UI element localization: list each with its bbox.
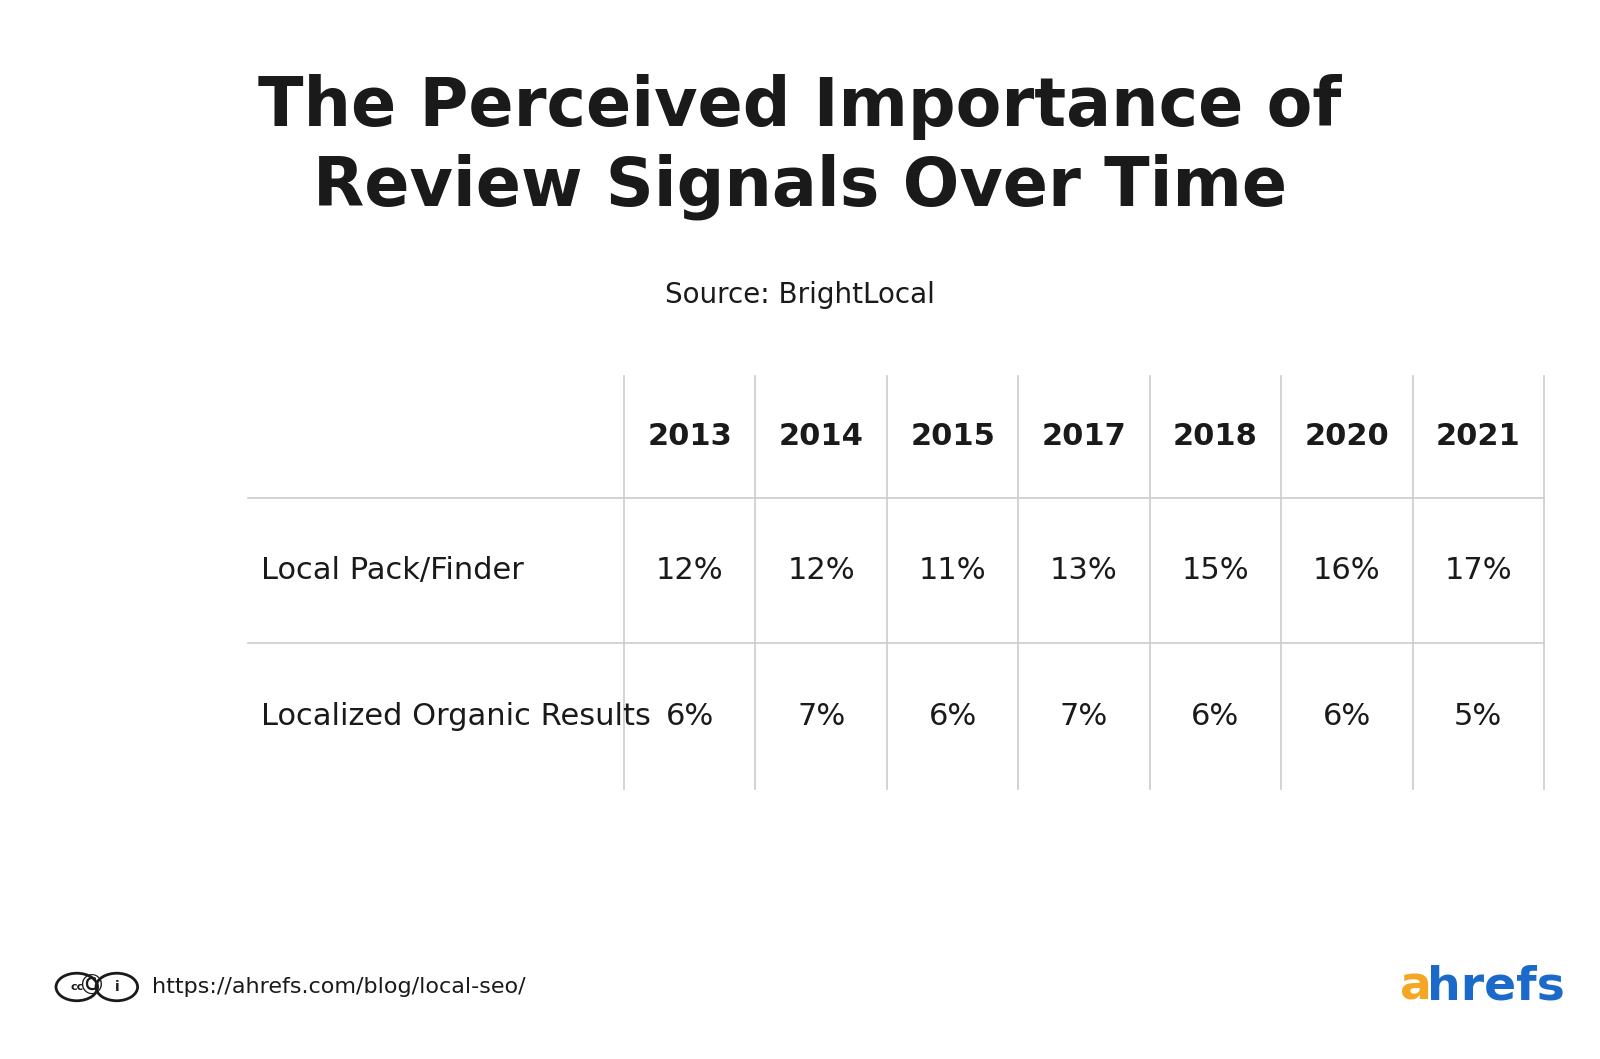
Text: hrefs: hrefs [1427, 965, 1565, 1009]
Text: 13%: 13% [1050, 556, 1118, 585]
Text: 16%: 16% [1314, 556, 1381, 585]
Text: 11%: 11% [918, 556, 986, 585]
Text: 7%: 7% [1059, 702, 1109, 731]
Text: Source: BrightLocal: Source: BrightLocal [666, 281, 934, 308]
Text: ©: © [77, 973, 104, 1001]
Text: 2014: 2014 [779, 423, 864, 451]
Text: https://ahrefs.com/blog/local-seo/: https://ahrefs.com/blog/local-seo/ [152, 977, 526, 997]
Text: Localized Organic Results: Localized Organic Results [261, 702, 651, 731]
Text: 7%: 7% [797, 702, 845, 731]
Text: 6%: 6% [1323, 702, 1371, 731]
Text: 5%: 5% [1454, 702, 1502, 731]
Text: 6%: 6% [1192, 702, 1240, 731]
Text: 15%: 15% [1182, 556, 1250, 585]
Text: i: i [115, 980, 118, 994]
Text: a: a [1400, 965, 1432, 1009]
Text: 12%: 12% [656, 556, 723, 585]
Text: 2020: 2020 [1304, 423, 1389, 451]
Text: 12%: 12% [787, 556, 854, 585]
Text: 2017: 2017 [1042, 423, 1126, 451]
Text: 2018: 2018 [1173, 423, 1258, 451]
Text: Local Pack/Finder: Local Pack/Finder [261, 556, 523, 585]
Text: 17%: 17% [1445, 556, 1512, 585]
Text: cc: cc [70, 982, 83, 992]
Text: 6%: 6% [928, 702, 976, 731]
Text: 6%: 6% [666, 702, 714, 731]
Text: The Perceived Importance of
Review Signals Over Time: The Perceived Importance of Review Signa… [258, 74, 1342, 219]
Text: 2013: 2013 [648, 423, 733, 451]
Text: 2021: 2021 [1435, 423, 1520, 451]
Text: 2015: 2015 [910, 423, 995, 451]
